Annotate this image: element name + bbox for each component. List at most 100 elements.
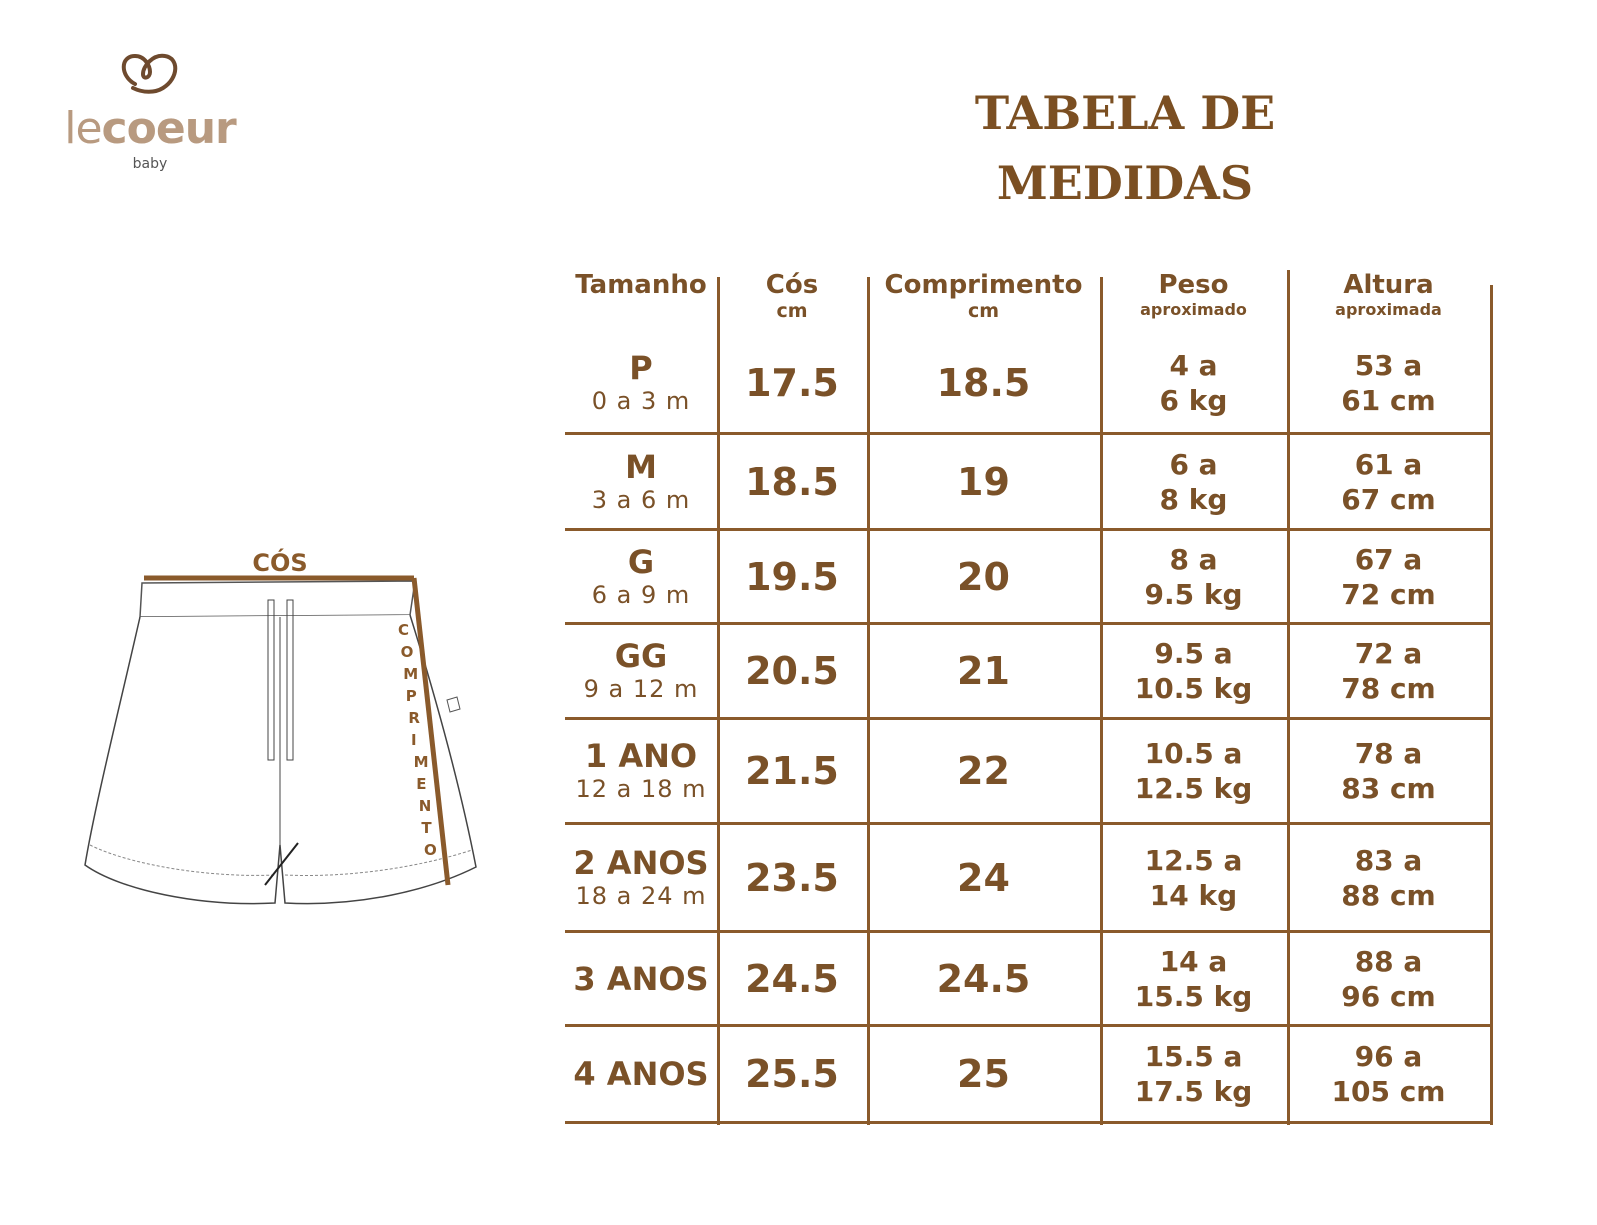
weight-cell: 9.5 a 10.5 kg <box>1100 625 1287 717</box>
size-label: GG <box>614 637 668 675</box>
brand-name-bold: coeur <box>101 103 237 154</box>
weight-cell: 12.5 a 14 kg <box>1100 825 1287 930</box>
waist-cell: 17.5 <box>717 334 867 432</box>
weight-from: 14 a <box>1159 944 1228 978</box>
waist-cell: 25.5 <box>717 1027 867 1121</box>
height-cell: 78 a 83 cm <box>1287 720 1490 822</box>
height-cell: 96 a 105 cm <box>1287 1027 1490 1121</box>
row-divider <box>565 1121 1492 1124</box>
height-cell: 88 a 96 cm <box>1287 933 1490 1024</box>
header-cell: Cós cm <box>717 260 867 332</box>
height-cell: 67 a 72 cm <box>1287 531 1490 622</box>
waist-value: 21.5 <box>745 749 839 793</box>
length-value: 21 <box>957 649 1010 693</box>
weight-to: 15.5 kg <box>1134 979 1253 1013</box>
length-letter: T <box>421 819 432 837</box>
header-sub: cm <box>776 300 808 322</box>
header-label: Peso <box>1158 270 1229 300</box>
waist-cell: 18.5 <box>717 435 867 528</box>
weight-cell: 14 a 15.5 kg <box>1100 933 1287 1024</box>
length-cell: 18.5 <box>867 334 1100 432</box>
size-label: 1 ANO <box>584 737 698 775</box>
weight-from: 15.5 a <box>1144 1040 1243 1073</box>
brand-sub: baby <box>132 156 168 172</box>
waist-value: 17.5 <box>745 361 839 405</box>
row-divider <box>565 622 1492 625</box>
height-to: 83 cm <box>1341 772 1436 805</box>
header-label: Comprimento <box>884 270 1083 300</box>
length-letter: R <box>408 709 420 727</box>
title-line-1: TABELA DE <box>974 86 1276 140</box>
waist-cell: 24.5 <box>717 933 867 1024</box>
row-divider <box>565 432 1492 435</box>
waist-value: 24.5 <box>745 956 839 1001</box>
waist-label: CÓS <box>252 547 307 577</box>
header-cell: Comprimento cm <box>867 260 1100 332</box>
weight-to: 10.5 kg <box>1134 672 1253 705</box>
waist-cell: 23.5 <box>717 825 867 930</box>
length-value: 24.5 <box>936 956 1031 1001</box>
column-divider <box>867 277 870 1125</box>
weight-to: 6 kg <box>1159 384 1228 417</box>
weight-from: 9.5 a <box>1154 637 1233 670</box>
length-cell: 21 <box>867 625 1100 717</box>
waist-value: 18.5 <box>745 459 839 504</box>
length-letter: M <box>403 665 418 683</box>
brand-name: lecoeur <box>50 105 250 153</box>
size-label: 4 ANOS <box>573 1055 709 1093</box>
header-label: Cós <box>765 270 819 300</box>
height-to: 78 cm <box>1341 672 1436 705</box>
age-range: 3 a 6 m <box>591 485 691 514</box>
row-divider <box>565 1024 1492 1027</box>
length-letter: E <box>416 775 426 793</box>
height-from: 88 a <box>1354 944 1423 978</box>
header-cell: Tamanho <box>565 260 717 332</box>
age-range: 6 a 9 m <box>591 580 691 609</box>
length-letter: M <box>414 753 429 771</box>
weight-from: 10.5 a <box>1144 737 1243 770</box>
column-divider <box>1490 285 1493 1125</box>
size-cell: 4 ANOS <box>565 1027 717 1121</box>
size-cell: 3 ANOS <box>565 933 717 1024</box>
row-divider <box>565 717 1492 720</box>
waist-value: 23.5 <box>745 855 839 900</box>
waist-cell: 19.5 <box>717 531 867 622</box>
length-letter: O <box>424 841 437 859</box>
header-label: Altura <box>1343 270 1434 300</box>
length-letter: N <box>419 797 432 815</box>
height-cell: 72 a 78 cm <box>1287 625 1490 717</box>
size-label: 3 ANOS <box>573 959 709 998</box>
waist-cell: 21.5 <box>717 720 867 822</box>
age-range: 0 a 3 m <box>591 387 691 415</box>
column-divider <box>1287 270 1290 1125</box>
size-cell: 2 ANOS 18 a 24 m <box>565 825 717 930</box>
size-label: P <box>629 349 653 387</box>
header-cell: Peso aproximado <box>1100 260 1287 332</box>
waist-value: 19.5 <box>745 554 839 599</box>
weight-from: 8 a <box>1169 542 1218 576</box>
length-cell: 24 <box>867 825 1100 930</box>
size-label: G <box>627 542 655 581</box>
row-divider <box>565 528 1492 531</box>
length-value: 19 <box>957 459 1010 504</box>
weight-to: 17.5 kg <box>1134 1075 1253 1108</box>
header-sub: aproximado <box>1140 300 1247 319</box>
weight-from: 12.5 a <box>1144 843 1243 877</box>
height-from: 61 a <box>1354 447 1423 481</box>
row-divider <box>565 822 1492 825</box>
length-letter: C <box>398 621 409 639</box>
height-to: 61 cm <box>1341 384 1436 417</box>
size-cell: 1 ANO 12 a 18 m <box>565 720 717 822</box>
title-line-2: MEDIDAS <box>996 156 1254 210</box>
weight-from: 4 a <box>1169 349 1218 382</box>
height-to: 88 cm <box>1341 878 1436 912</box>
height-to: 67 cm <box>1341 482 1436 516</box>
brand-logo: lecoeur baby <box>50 48 250 173</box>
height-cell: 61 a 67 cm <box>1287 435 1490 528</box>
